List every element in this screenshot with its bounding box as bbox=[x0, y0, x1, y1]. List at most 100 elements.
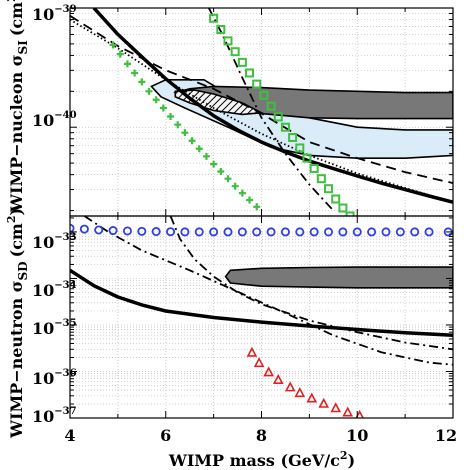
axis-ticks bbox=[69, 7, 454, 419]
bottom-ytick-label: 10−36 bbox=[32, 368, 77, 388]
blue-circle-marker bbox=[137, 226, 147, 236]
green-plus-marker bbox=[210, 160, 218, 168]
hatched-region bbox=[174, 89, 265, 116]
green-plus-marker bbox=[131, 69, 139, 77]
limit-line-solid bbox=[70, 268, 453, 338]
green-plus-marker bbox=[253, 203, 261, 211]
xtick-label: 12 bbox=[435, 426, 457, 445]
green-square-marker bbox=[288, 132, 298, 142]
blue-circle-marker bbox=[151, 227, 161, 237]
red-triangle-marker bbox=[318, 397, 330, 408]
green-square-marker bbox=[266, 101, 276, 111]
xtick-label: 4 bbox=[64, 426, 75, 445]
blue-circle-marker bbox=[395, 227, 405, 237]
green-square-marker bbox=[338, 203, 348, 213]
limit-line-solid bbox=[92, 8, 453, 204]
xtick-label: 10 bbox=[346, 426, 368, 445]
green-square-marker bbox=[230, 47, 240, 57]
blue-circle-marker bbox=[266, 227, 276, 237]
bottom-panel-plot bbox=[70, 216, 453, 418]
limit-line-dotted bbox=[70, 18, 453, 204]
green-plus-marker bbox=[152, 96, 160, 104]
green-plus-marker bbox=[116, 50, 124, 58]
green-square-marker bbox=[280, 122, 290, 132]
red-triangle-marker bbox=[294, 387, 306, 398]
green-square-marker bbox=[237, 57, 247, 67]
red-triangle-marker bbox=[284, 381, 296, 392]
blue-circle-marker bbox=[180, 227, 190, 237]
blue-circle-marker bbox=[122, 226, 132, 236]
blue-circle-marker bbox=[194, 227, 204, 237]
bottom-ytick-label: 10−35 bbox=[32, 318, 77, 338]
blue-circle-marker bbox=[166, 227, 176, 237]
green-plus-marker bbox=[238, 189, 246, 197]
bottom-ytick-label: 10−34 bbox=[32, 280, 77, 300]
green-plus-marker bbox=[138, 78, 146, 86]
green-square-marker bbox=[295, 143, 305, 153]
green-square-marker bbox=[345, 211, 355, 216]
green-plus-marker bbox=[123, 60, 131, 68]
green-square-marker bbox=[223, 36, 233, 46]
x-axis-label: WIMP mass (GeV/c2) bbox=[168, 449, 355, 470]
blue-circle-marker bbox=[324, 227, 334, 237]
green-plus-marker bbox=[246, 196, 254, 204]
green-plus-marker bbox=[167, 112, 175, 120]
green-square-marker bbox=[324, 184, 334, 194]
green-plus-marker bbox=[181, 129, 189, 137]
green-square-marker bbox=[331, 194, 341, 204]
green-square-marker bbox=[259, 90, 269, 100]
green-plus-marker bbox=[188, 137, 196, 145]
red-triangle-marker bbox=[272, 373, 284, 384]
red-triangle-marker bbox=[253, 357, 265, 368]
green-square-marker bbox=[309, 164, 319, 174]
blue-circle-marker bbox=[352, 227, 362, 237]
limit-line-dashdot bbox=[207, 8, 334, 212]
bottom-gridlines bbox=[69, 216, 454, 419]
blue-circle-marker bbox=[108, 226, 118, 236]
top-y-axis-label: WIMP−nucleon σSI(cm2) bbox=[5, 0, 30, 213]
blue-circle-marker bbox=[424, 227, 434, 237]
blue-circle-marker bbox=[295, 227, 305, 237]
limit-line-dashdot bbox=[169, 216, 453, 351]
blue-circle-marker bbox=[223, 227, 233, 237]
green-square-marker bbox=[316, 174, 326, 184]
green-plus-marker bbox=[174, 121, 182, 129]
bottom-ytick-label: 10−37 bbox=[32, 406, 77, 426]
bottom-y-axis-label: WIMP−neutron σSD(cm2) bbox=[5, 208, 30, 439]
blue-circle-marker bbox=[280, 227, 290, 237]
green-plus-marker bbox=[145, 87, 153, 95]
blue-circle-marker bbox=[94, 225, 104, 235]
green-square-marker bbox=[302, 153, 312, 163]
green-plus-marker bbox=[195, 145, 203, 153]
blue-circle-marker bbox=[237, 227, 247, 237]
red-triangle-marker bbox=[342, 406, 354, 417]
green-square-marker bbox=[245, 68, 255, 78]
blue-circle-marker bbox=[79, 224, 89, 234]
gray-region bbox=[224, 266, 453, 289]
blue-circle-marker bbox=[381, 227, 391, 237]
green-plus-marker bbox=[231, 182, 239, 190]
bottom-ytick-label: 10−33 bbox=[32, 232, 77, 252]
top-panel-plot bbox=[70, 8, 453, 216]
green-plus-marker bbox=[224, 175, 232, 183]
blue-circle-marker bbox=[367, 227, 377, 237]
top-gridlines bbox=[69, 7, 454, 216]
limit-line-dashdot bbox=[83, 216, 453, 366]
green-plus-marker bbox=[159, 104, 167, 112]
blue-circle-marker bbox=[410, 227, 420, 237]
limit-line-dashed bbox=[70, 15, 453, 184]
blue-circle-marker bbox=[209, 227, 219, 237]
green-plus-marker bbox=[202, 152, 210, 160]
green-square-marker bbox=[252, 79, 262, 89]
xtick-label: 6 bbox=[160, 426, 171, 445]
green-plus-marker bbox=[217, 168, 225, 176]
top-ytick-label: 10−40 bbox=[32, 110, 77, 130]
blue-circle-marker bbox=[252, 227, 262, 237]
blue-circle-marker bbox=[338, 227, 348, 237]
top-ytick-label: 10−39 bbox=[32, 4, 77, 24]
red-triangle-marker bbox=[306, 392, 318, 403]
blue-circle-marker bbox=[309, 227, 319, 237]
green-square-marker bbox=[209, 13, 219, 23]
green-plus-marker bbox=[109, 41, 117, 49]
